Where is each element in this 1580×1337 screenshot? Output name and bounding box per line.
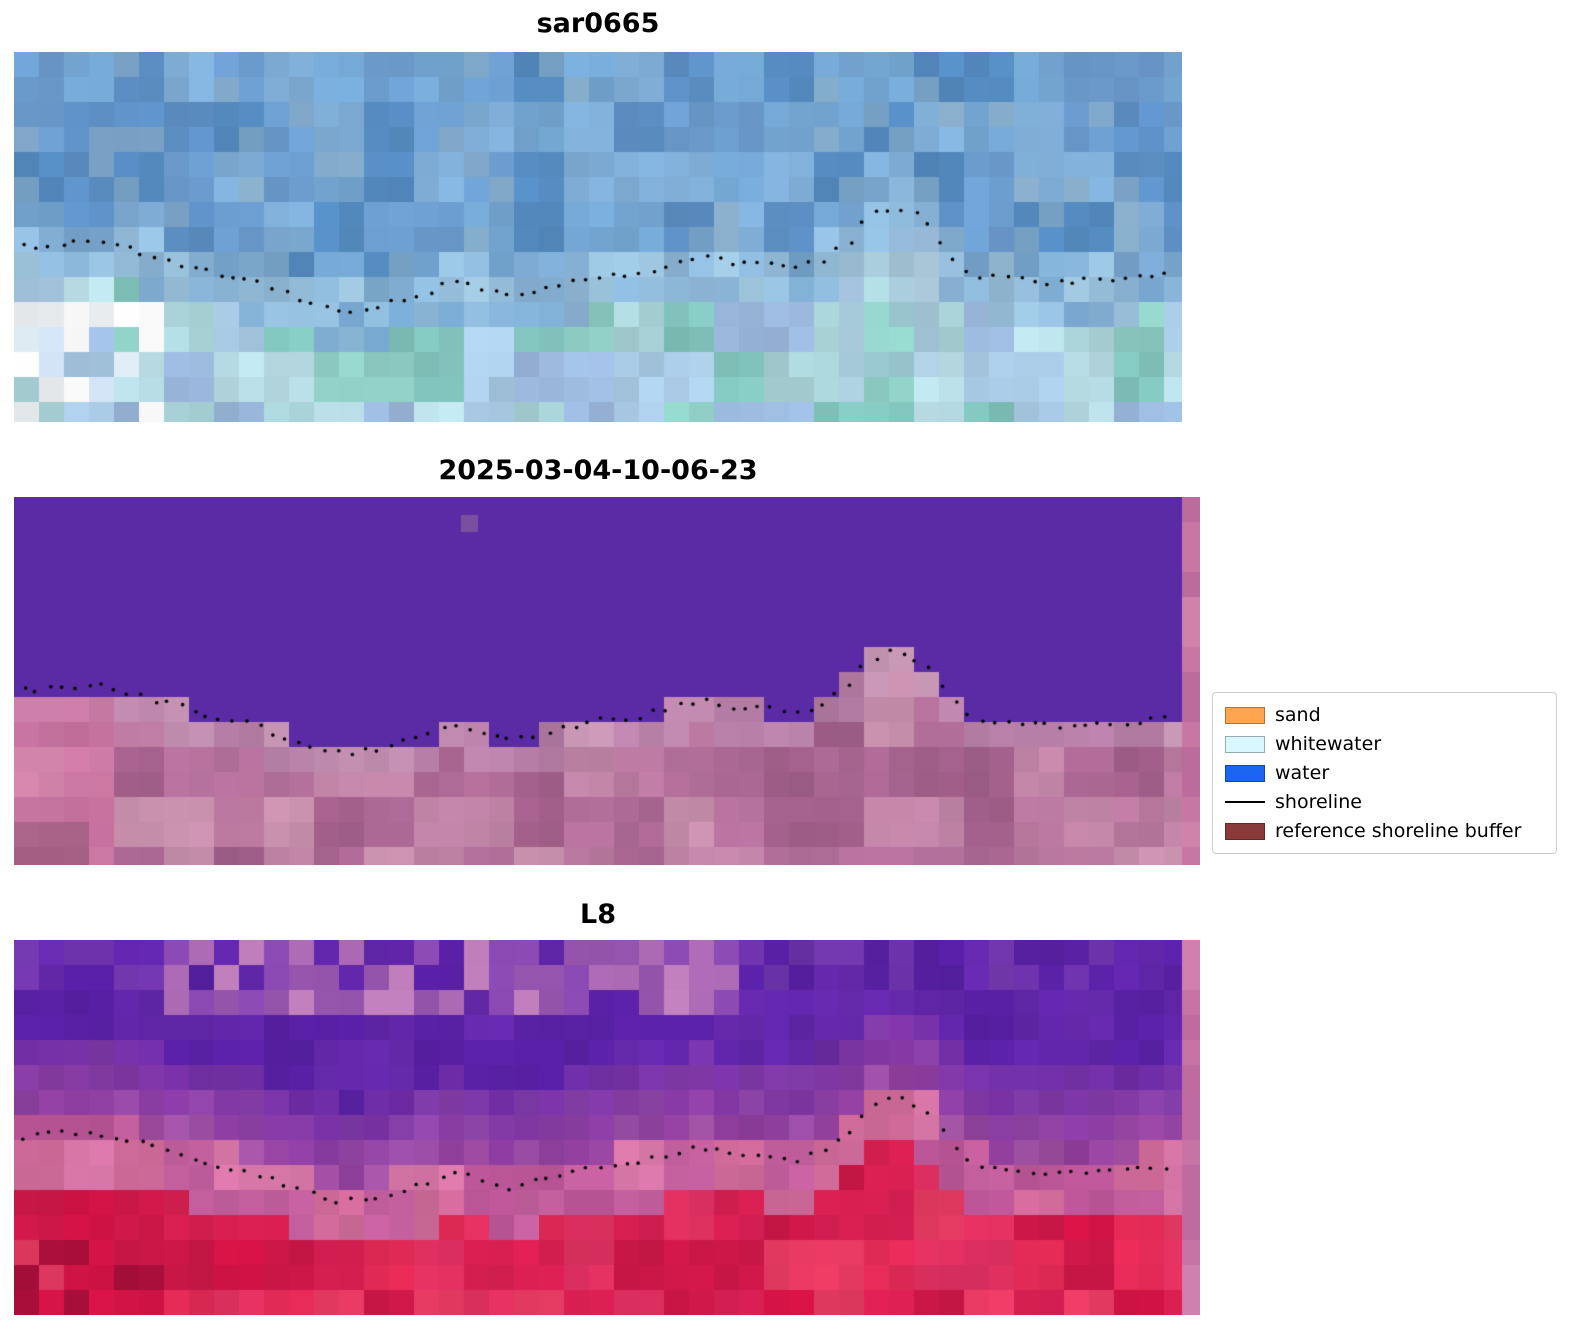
panel-title-l8: L8 xyxy=(580,899,616,930)
legend-patch-swatch xyxy=(1225,706,1265,724)
panel-title-sar0665: sar0665 xyxy=(536,8,660,39)
legend-label: reference shoreline buffer xyxy=(1275,820,1522,842)
legend-label: water xyxy=(1275,762,1330,784)
legend: sand whitewater water shoreline reference sh… xyxy=(1212,692,1557,854)
classified-image-panel xyxy=(14,497,1200,865)
legend-item-sand: sand xyxy=(1225,702,1544,728)
panel-title-classified-date: 2025-03-04-10-06-23 xyxy=(438,455,758,486)
legend-label: whitewater xyxy=(1275,733,1382,755)
legend-label: shoreline xyxy=(1275,791,1362,813)
legend-patch-swatch xyxy=(1225,822,1265,840)
legend-patch-swatch xyxy=(1225,764,1265,782)
sar-image-panel xyxy=(14,52,1182,422)
legend-patch-swatch xyxy=(1225,735,1265,753)
legend-line-swatch xyxy=(1225,801,1265,803)
legend-label: sand xyxy=(1275,704,1321,726)
legend-item-water: water xyxy=(1225,760,1544,786)
legend-item-whitewater: whitewater xyxy=(1225,731,1544,757)
l8-image-panel xyxy=(14,940,1200,1315)
legend-item-shoreline: shoreline xyxy=(1225,789,1544,815)
legend-item-reference-shoreline-buffer: reference shoreline buffer xyxy=(1225,818,1544,844)
